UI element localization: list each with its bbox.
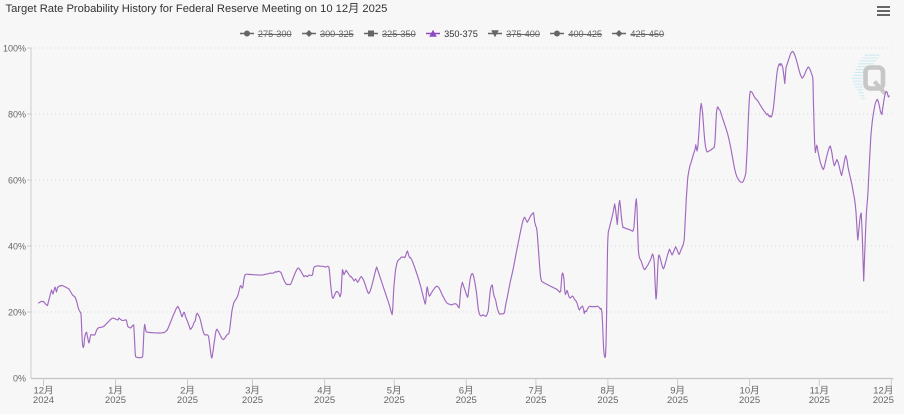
svg-text:2025: 2025 (456, 395, 477, 406)
svg-text:2025: 2025 (105, 395, 126, 406)
svg-text:2025: 2025 (177, 395, 198, 406)
svg-text:2025: 2025 (597, 395, 618, 406)
svg-text:10月: 10月 (740, 386, 760, 397)
svg-text:2025: 2025 (314, 395, 335, 406)
svg-text:0%: 0% (13, 374, 26, 384)
svg-text:1月: 1月 (108, 386, 123, 397)
svg-text:2025: 2025 (873, 395, 894, 406)
svg-text:2025: 2025 (739, 395, 760, 406)
svg-text:2月: 2月 (180, 386, 195, 397)
svg-text:60%: 60% (8, 176, 26, 186)
svg-text:2025: 2025 (384, 395, 405, 406)
svg-text:2024: 2024 (33, 395, 54, 406)
svg-text:8月: 8月 (601, 386, 616, 397)
svg-text:100%: 100% (3, 44, 26, 54)
svg-text:7月: 7月 (529, 386, 544, 397)
svg-text:12月: 12月 (33, 386, 53, 397)
svg-text:20%: 20% (8, 308, 26, 318)
svg-text:9月: 9月 (670, 386, 685, 397)
svg-text:3月: 3月 (245, 386, 260, 397)
svg-text:12月: 12月 (873, 386, 893, 397)
svg-text:11月: 11月 (810, 386, 829, 397)
svg-text:4月: 4月 (317, 386, 332, 397)
svg-text:2025: 2025 (525, 395, 546, 406)
svg-text:80%: 80% (8, 110, 26, 120)
svg-text:40%: 40% (8, 242, 26, 252)
svg-text:5月: 5月 (387, 386, 402, 397)
svg-text:6月: 6月 (459, 386, 474, 397)
svg-text:2025: 2025 (809, 395, 830, 406)
svg-text:2025: 2025 (667, 395, 688, 406)
svg-text:2025: 2025 (242, 395, 263, 406)
